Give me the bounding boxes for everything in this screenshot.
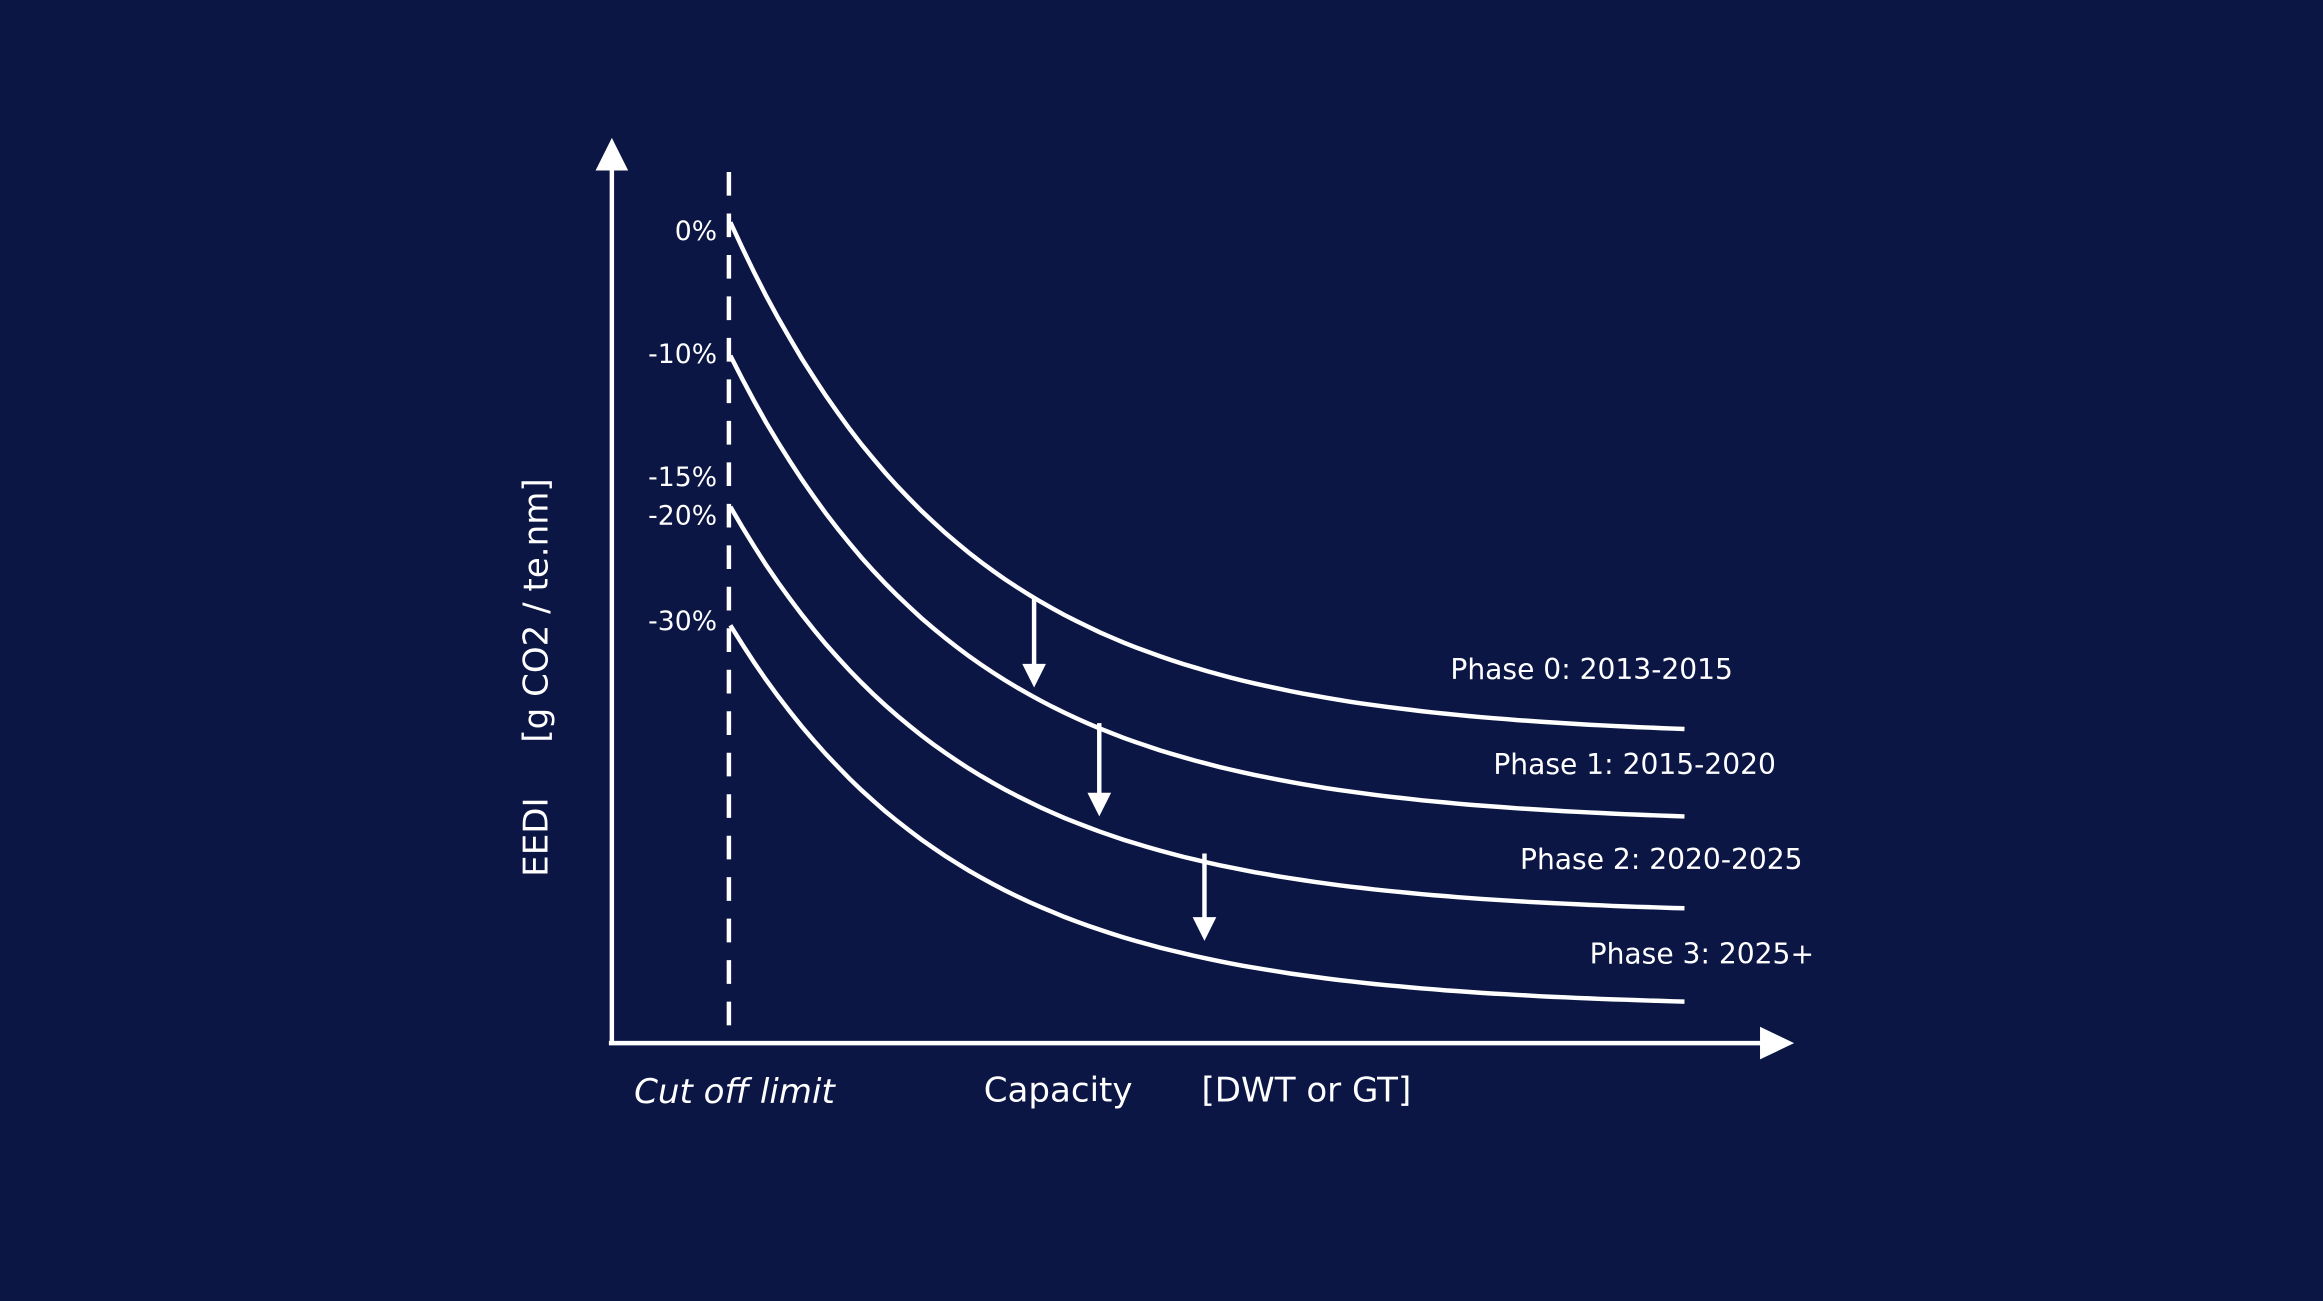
y-tick-label: 0% xyxy=(675,216,717,247)
y-axis-title: EEDI xyxy=(516,798,556,877)
phase-curve xyxy=(728,354,1685,819)
phase-label: Phase 3: 2025+ xyxy=(1590,938,1814,971)
phase-label: Phase 2: 2020-2025 xyxy=(1520,843,1803,876)
x-axis-title: Capacity xyxy=(984,1070,1133,1110)
y-tick-label: -30% xyxy=(648,606,717,637)
reduction-arrow-head xyxy=(1192,917,1217,941)
phase-curve xyxy=(728,221,1685,732)
x-axis-unit: [DWT or GT] xyxy=(1202,1070,1412,1110)
reduction-arrow-head xyxy=(1087,792,1112,817)
phase-label: Phase 1: 2015-2020 xyxy=(1493,748,1776,781)
y-axis-arrow xyxy=(595,137,629,171)
y-tick-label: -15% xyxy=(648,462,717,493)
y-axis-unit: [g CO2 / te.nm] xyxy=(516,478,556,742)
cutoff-label: Cut off limit xyxy=(634,1072,836,1112)
phase-curve xyxy=(728,624,1685,1004)
phase-label: Phase 0: 2013-2015 xyxy=(1450,653,1733,686)
reduction-arrow-head xyxy=(1022,663,1046,688)
phase-curve xyxy=(728,505,1685,911)
x-axis-arrow xyxy=(1760,1026,1795,1060)
y-tick-label: -10% xyxy=(648,339,717,370)
y-tick-label: -20% xyxy=(648,501,717,532)
